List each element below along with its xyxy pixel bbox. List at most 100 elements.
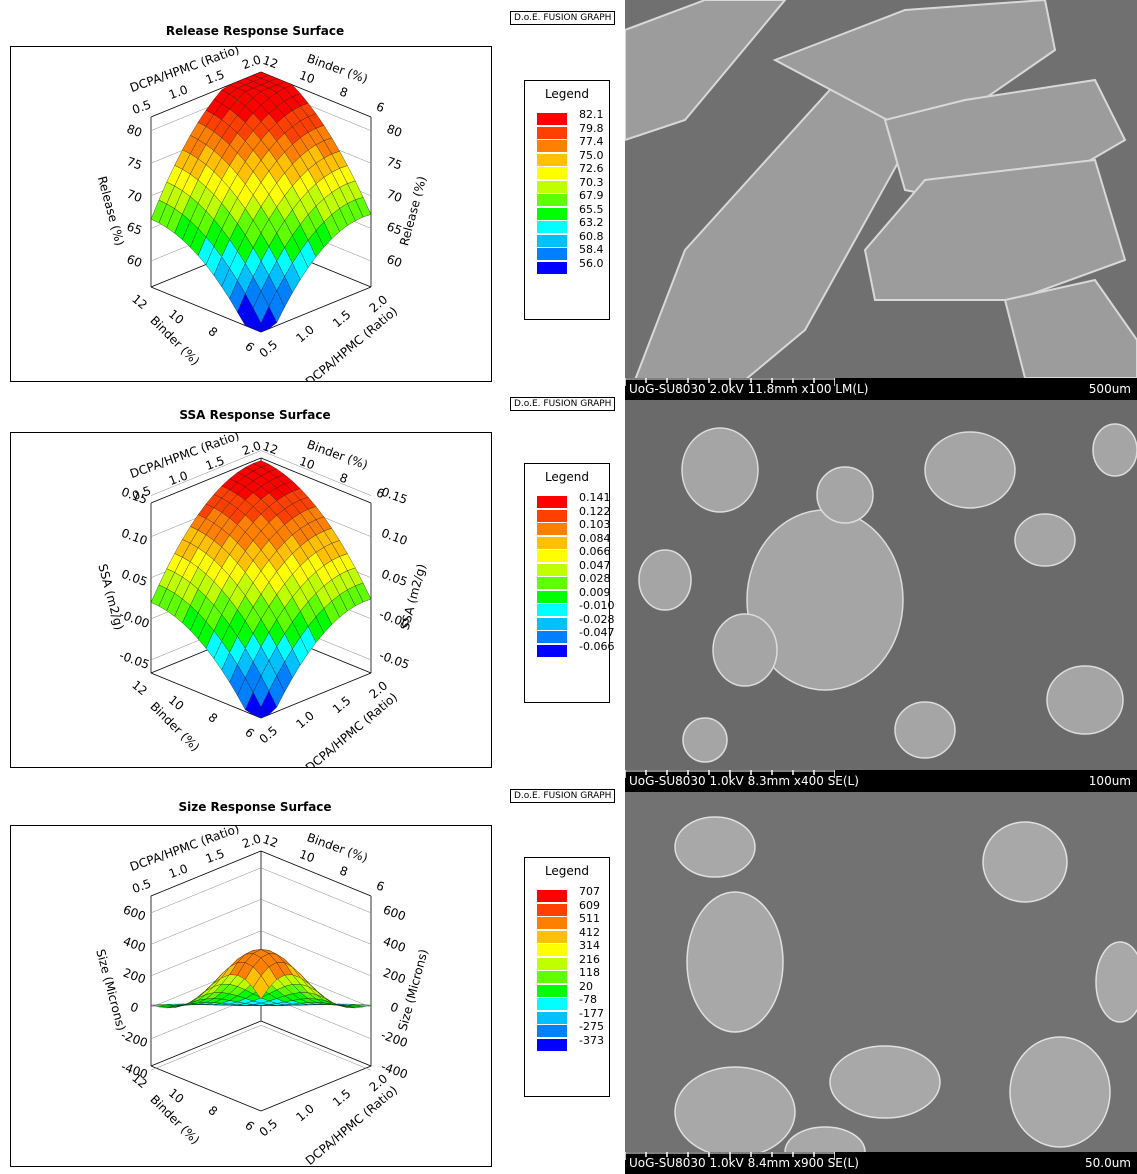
legend-swatch (537, 126, 567, 139)
sem-1-scale: 500um (1088, 382, 1131, 396)
ssa-badge: D.o.E. FUSION GRAPH (510, 397, 616, 411)
legend-swatch (537, 644, 567, 657)
y-tick-label-top: 8 (338, 470, 350, 486)
legend-value: 118 (579, 966, 600, 979)
size-badge: D.o.E. FUSION GRAPH (510, 789, 616, 803)
x-tick-label-top: 1.5 (204, 67, 227, 87)
legend-swatch (537, 631, 567, 643)
legend-swatch (537, 971, 567, 983)
y-tick-label-top: 6 (374, 878, 386, 894)
legend-swatch (537, 577, 567, 589)
legend-swatch (537, 617, 567, 630)
size-legend-scale: 707 609 511 412 314 216 118 20 -78 -177 -275 -373 (537, 886, 604, 1052)
x-tick-label-top: 1.0 (167, 468, 190, 488)
legend-swatch (537, 509, 567, 522)
x-tick-label: 1.5 (330, 307, 354, 330)
legend-swatch (537, 113, 567, 125)
sem-image-3: UoG-SU8030 1.0kV 8.4mm x900 SE(L) 50.0um (625, 792, 1137, 1174)
legend-value: -78 (579, 993, 597, 1006)
x-tick-label: 1.0 (293, 1101, 317, 1124)
grid-line (150, 450, 372, 496)
release-panel: Release Response Surface D.o.E. FUSION G… (0, 0, 620, 390)
z-tick-label-right: 70 (385, 187, 404, 205)
box-edge (150, 672, 262, 719)
legend-swatch (537, 604, 567, 616)
ssa-legend-scale: 0.141 0.122 0.103 0.084 0.066 0.047 0.028 0.009… (537, 492, 614, 658)
legend-swatch (537, 1038, 567, 1051)
legend-value: 216 (579, 952, 600, 966)
legend-value: 511 (579, 912, 600, 925)
sem-2-picture (625, 400, 1137, 770)
box-edge (150, 1065, 262, 1112)
x-tick-label-top: 1.5 (204, 453, 227, 473)
legend-value: 82.1 (579, 108, 604, 121)
legend-swatch (537, 984, 567, 997)
legend-value: 58.4 (579, 243, 604, 256)
y-tick-label-top: 12 (261, 439, 280, 457)
z-axis-label-right: Release (%) (397, 175, 429, 248)
box-edge (260, 457, 372, 504)
y-axis-label-top: Binder (%) (305, 437, 370, 472)
release-legend: Legend 82.1 79.8 77.4 75.0 72.6 70.3 67.9 65.5 6… (524, 80, 610, 320)
legend-swatch (537, 194, 567, 206)
box-edge (150, 286, 262, 333)
z-tick-label-left: 0 (128, 1000, 140, 1016)
legend-value: -0.066 (579, 639, 615, 653)
z-tick-label-right: 0 (388, 1000, 400, 1016)
x-tick-label: 0.5 (257, 337, 281, 360)
plot-box (150, 850, 372, 1112)
x-tick-label: 1.5 (330, 1086, 354, 1109)
release-badge: D.o.E. FUSION GRAPH (510, 11, 616, 25)
legend-value: 70.3 (579, 175, 604, 189)
legend-swatch (537, 248, 567, 260)
sem-2-info-bar: UoG-SU8030 1.0kV 8.3mm x400 SE(L) 100um (625, 770, 1137, 792)
z-axis-label-right: Size (Microns) (396, 948, 431, 1033)
y-tick-label-top: 6 (374, 99, 386, 115)
z-tick-label-right: 60 (385, 252, 404, 270)
legend-value: 72.6 (579, 162, 604, 175)
legend-swatch (537, 563, 567, 576)
grid-line (150, 930, 372, 977)
legend-swatch (537, 221, 567, 233)
z-tick-label-right: -0.05 (377, 648, 411, 672)
sem-2-scale: 100um (1088, 774, 1131, 788)
box-edge (260, 1020, 372, 1067)
x-tick-label-top: 0.5 (130, 876, 153, 896)
legend-swatch (537, 167, 567, 179)
scale-bar-ticks (625, 1152, 835, 1160)
legend-swatch (537, 1025, 567, 1037)
z-tick-label-left: 80 (125, 122, 144, 140)
x-tick-label: 0.5 (257, 1116, 281, 1139)
x-tick-label: 0.5 (257, 723, 281, 746)
legend-value: 0.103 (579, 518, 611, 531)
y-tick-label-top: 6 (374, 485, 386, 501)
ssa-legend-title: Legend (544, 470, 590, 484)
ssa-surface-plot: 0.5 1.0 1.5 2.0 DCPA/HPMC (Ratio) 6 8 10 12 Binde… (95, 433, 428, 767)
z-axis-label-left: Release (%) (95, 175, 127, 248)
y-axis-label-top: Binder (%) (305, 830, 370, 865)
legend-value: -0.010 (579, 599, 615, 612)
surface-cell (252, 323, 270, 333)
box-edge (260, 286, 372, 333)
sem-3-info-bar: UoG-SU8030 1.0kV 8.4mm x900 SE(L) 50.0um (625, 1152, 1137, 1174)
legend-value: 20 (579, 979, 593, 993)
z-tick-label-left: 75 (125, 154, 144, 172)
legend-swatch (537, 917, 567, 929)
legend-value: 77.4 (579, 135, 604, 148)
x-tick-label-top: 2.0 (240, 438, 263, 458)
z-tick-label-right: 400 (381, 934, 407, 955)
z-tick-label-left: 0.05 (119, 567, 149, 589)
z-tick-label-left: 200 (121, 966, 147, 987)
legend-swatch (537, 140, 567, 152)
y-tick-label: 8 (205, 1103, 220, 1119)
z-tick-label-left: -200 (119, 1028, 149, 1050)
legend-value: -0.028 (579, 612, 615, 626)
x-tick-label-top: 1.5 (204, 846, 227, 866)
sem-image-1: UoG-SU8030 2.0kV 11.8mm x100 LM(L) 500um (625, 0, 1137, 400)
box-edge (150, 850, 262, 897)
legend-swatch (537, 930, 567, 943)
legend-value: 0.141 (579, 491, 611, 504)
release-legend-title: Legend (544, 87, 590, 101)
surface (150, 71, 372, 333)
surface (150, 460, 372, 719)
